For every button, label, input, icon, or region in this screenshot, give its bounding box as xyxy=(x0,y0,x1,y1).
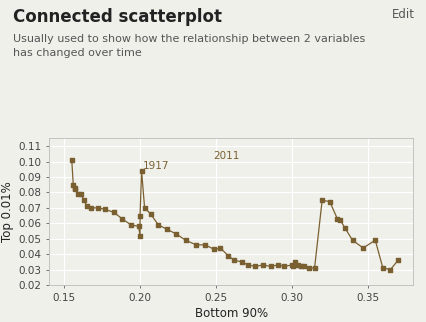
Text: 1917: 1917 xyxy=(143,161,170,171)
Point xyxy=(68,157,75,163)
Point xyxy=(111,210,118,215)
Point xyxy=(252,264,259,269)
Point xyxy=(380,265,386,270)
Point xyxy=(118,216,125,221)
Point xyxy=(360,245,366,251)
Point xyxy=(288,262,295,268)
Point xyxy=(202,242,209,247)
Point xyxy=(78,191,84,196)
Point xyxy=(297,264,304,269)
Point xyxy=(311,265,318,270)
Point xyxy=(372,238,379,243)
Point xyxy=(319,198,325,203)
Text: Usually used to show how the relationship between 2 variables
has changed over t: Usually used to show how the relationshi… xyxy=(13,34,365,58)
Point xyxy=(238,259,245,264)
Point xyxy=(300,264,307,269)
Point xyxy=(217,245,224,251)
Point xyxy=(225,253,231,258)
X-axis label: Bottom 90%: Bottom 90% xyxy=(195,307,268,320)
Text: Connected scatterplot: Connected scatterplot xyxy=(13,8,222,26)
Point xyxy=(137,213,144,218)
Point xyxy=(141,205,148,211)
Point xyxy=(135,224,142,229)
Point xyxy=(326,199,333,204)
Text: 2011: 2011 xyxy=(213,150,239,160)
Point xyxy=(305,265,312,270)
Point xyxy=(182,238,189,243)
Point xyxy=(245,262,251,268)
Point xyxy=(334,216,341,221)
Point xyxy=(394,258,401,263)
Point xyxy=(290,264,297,269)
Point xyxy=(259,262,266,268)
Point xyxy=(88,205,95,211)
Point xyxy=(337,218,344,223)
Point xyxy=(70,182,77,187)
Point xyxy=(291,259,298,264)
Point xyxy=(94,205,101,211)
Point xyxy=(342,225,348,231)
Point xyxy=(193,242,200,247)
Point xyxy=(127,222,134,227)
Point xyxy=(137,233,144,238)
Point xyxy=(138,168,145,174)
Point xyxy=(267,264,274,269)
Point xyxy=(81,198,87,203)
Text: Edit: Edit xyxy=(392,8,415,21)
Point xyxy=(72,185,78,190)
Point xyxy=(83,204,90,209)
Point xyxy=(211,247,218,252)
Point xyxy=(294,262,301,268)
Point xyxy=(349,238,356,243)
Point xyxy=(275,262,282,268)
Y-axis label: Top 0.01%: Top 0.01% xyxy=(1,181,14,242)
Point xyxy=(72,187,78,192)
Point xyxy=(387,267,394,272)
Point xyxy=(164,227,171,232)
Point xyxy=(102,207,109,212)
Point xyxy=(75,191,81,196)
Point xyxy=(155,222,161,227)
Point xyxy=(147,212,154,217)
Point xyxy=(173,232,180,237)
Point xyxy=(281,264,288,269)
Point xyxy=(231,258,238,263)
